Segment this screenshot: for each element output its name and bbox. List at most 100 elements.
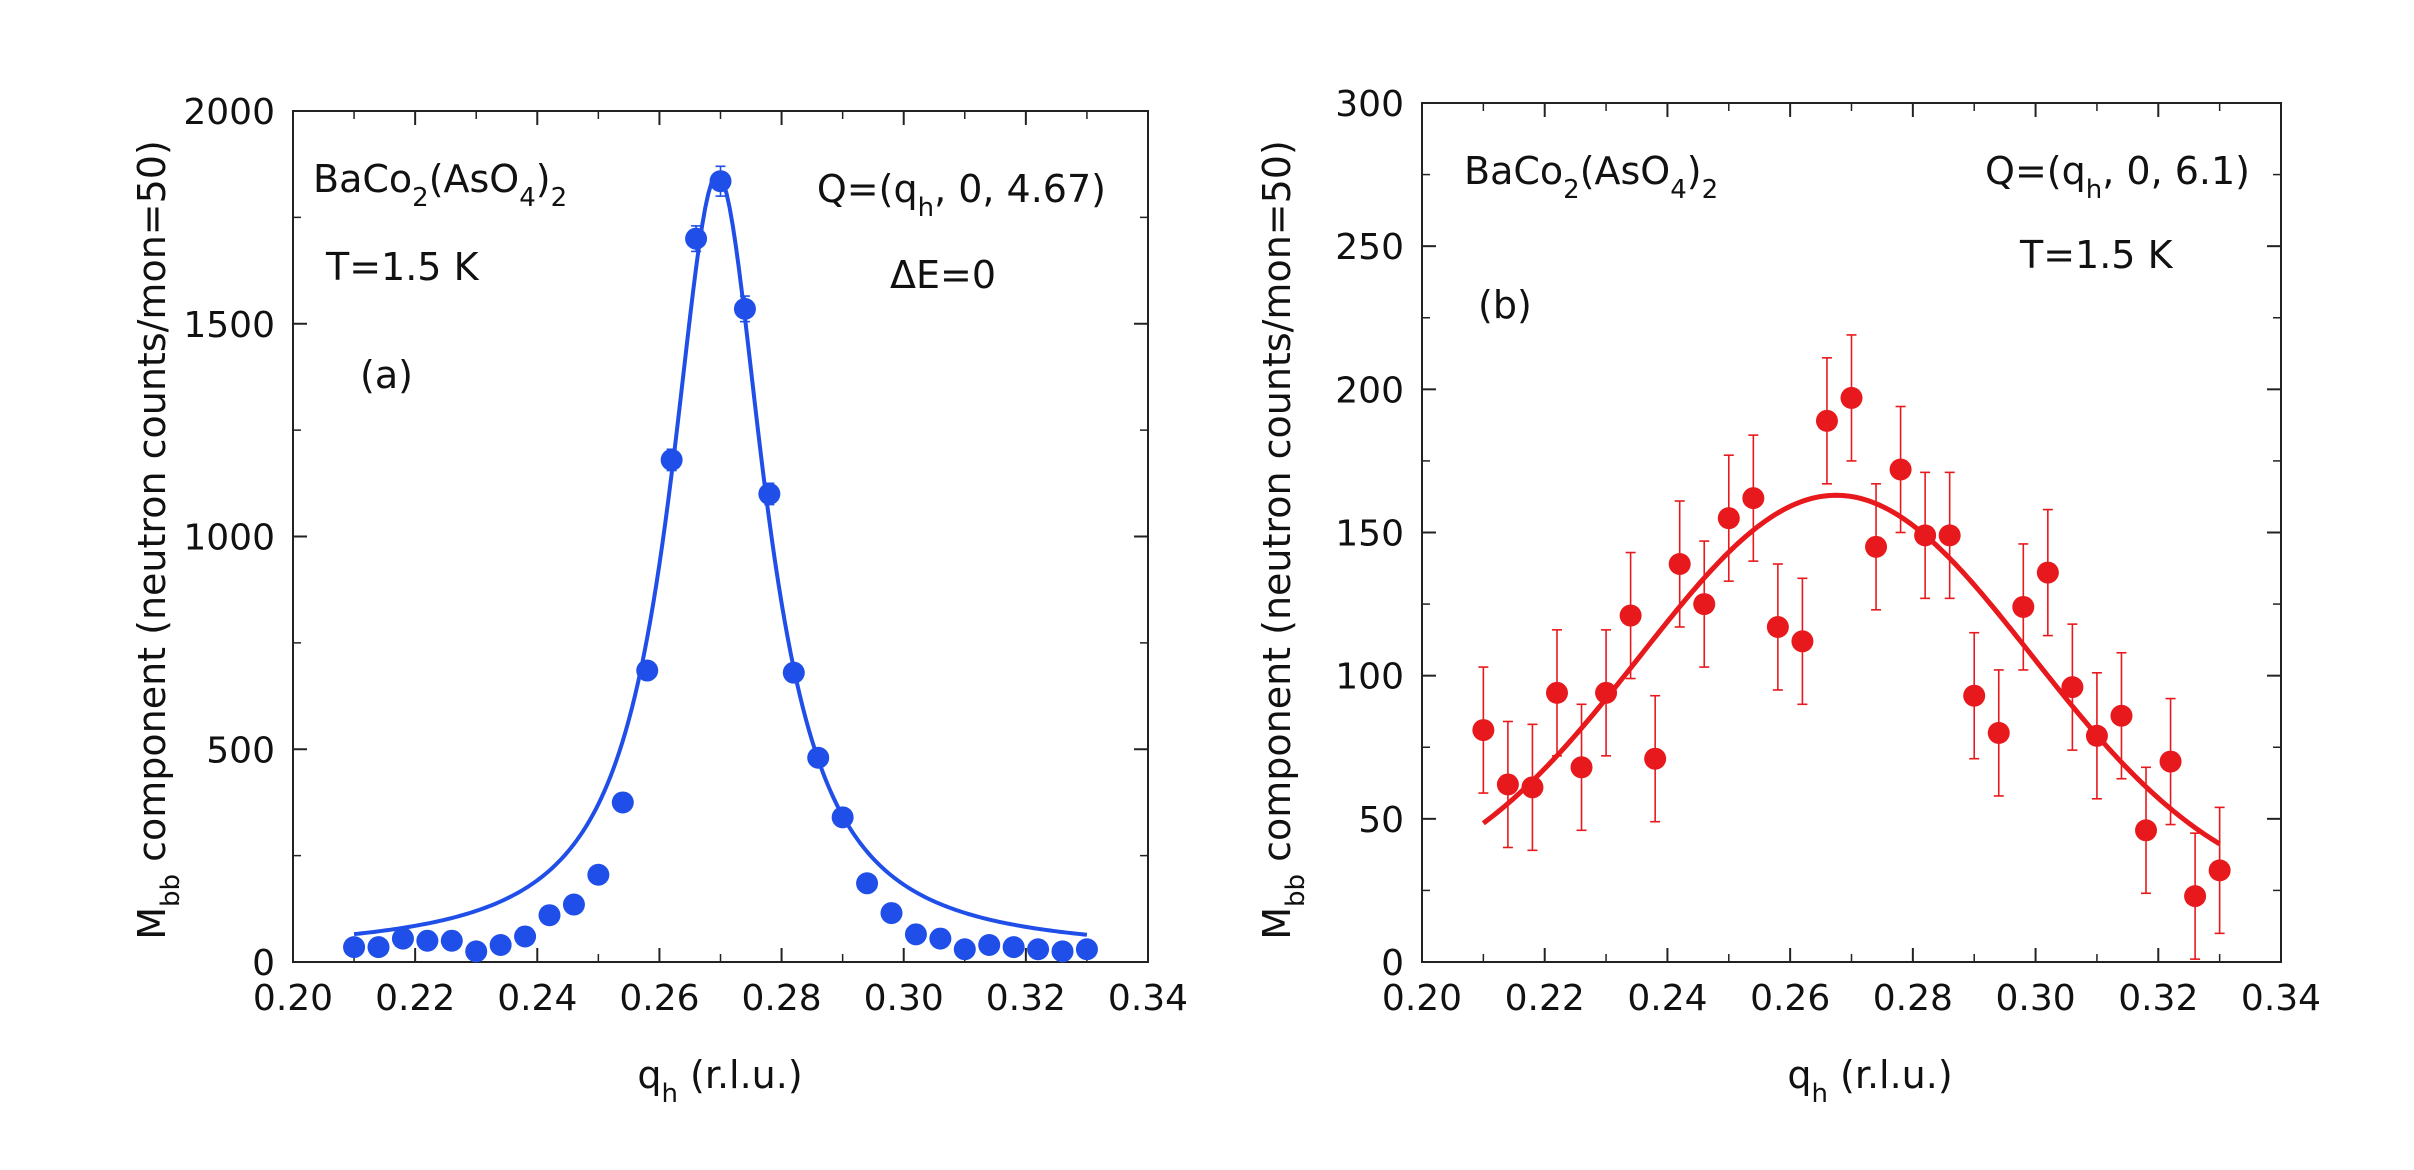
panel-a-marker xyxy=(831,806,854,829)
panel-b-marker xyxy=(1644,747,1667,770)
panel-a-marker xyxy=(391,927,414,950)
panel-b-marker xyxy=(2061,676,2084,699)
panel-a: 0.20 0.22 0.24 0.26 0.28 0.30 0.32 0.34 0 500 100… xyxy=(130,92,1188,1109)
panel-a-marker xyxy=(611,791,634,814)
panel-b-data-point xyxy=(1496,720,1519,849)
panel-b-marker xyxy=(1987,721,2010,744)
panel-a-data-point xyxy=(440,929,463,952)
panel-b-marker xyxy=(1742,487,1765,510)
panel-a-data-point xyxy=(758,482,781,506)
panel-b-data-point xyxy=(1545,629,1568,757)
panel-a-marker xyxy=(660,448,683,471)
panel-a-data-point xyxy=(685,225,708,253)
panel-a-data-point xyxy=(782,661,805,684)
panel-b-data-point xyxy=(2061,623,2084,751)
panel-b-data-point xyxy=(1693,540,1716,668)
panel-b-q-vector-label: Q=(qh, 0, 6.1) xyxy=(1985,149,2250,205)
panel-a-y-axis-title: Mbb component (neutron counts/mon=50) xyxy=(130,140,186,940)
panel-a-panel-label: (a) xyxy=(360,353,413,397)
panel-b-data-point xyxy=(1668,500,1691,628)
panel-a-y-tick-label: 500 xyxy=(206,730,275,771)
panel-a-marker xyxy=(636,659,659,682)
panel-a-x-tick-label: 0.24 xyxy=(497,978,577,1019)
panel-b-data-point xyxy=(2036,508,2059,637)
panel-b-data-point xyxy=(1914,471,1937,600)
panel-a-data-point xyxy=(391,927,414,950)
panel-a-data-point xyxy=(367,936,390,959)
panel-a-x-tick-labels: 0.20 0.22 0.24 0.26 0.28 0.30 0.32 0.34 xyxy=(253,978,1188,1019)
panel-a-x-tick-label: 0.26 xyxy=(619,978,699,1019)
panel-a-data-point xyxy=(660,448,683,472)
panel-a-x-tick-label: 0.28 xyxy=(741,978,821,1019)
panel-b-x-tick-label: 0.24 xyxy=(1627,978,1707,1019)
panel-b-marker xyxy=(2085,724,2108,747)
panel-a-data-point xyxy=(953,938,976,961)
panel-b-data-point xyxy=(1889,405,1912,534)
panel-a-data-point xyxy=(709,165,732,197)
panel-a-data-point xyxy=(489,933,512,956)
panel-b-data-point xyxy=(1619,551,1642,680)
panel-b-x-tick-labels: 0.20 0.22 0.24 0.26 0.28 0.30 0.32 0.34 xyxy=(1382,978,2321,1019)
panel-b-marker xyxy=(1570,756,1593,779)
panel-a-data-point xyxy=(880,902,903,925)
panel-a-data-point xyxy=(562,893,585,916)
panel-a-y-tick-labels: 0 500 1000 1500 2000 xyxy=(183,92,275,984)
panel-b-x-tick-label: 0.34 xyxy=(2241,978,2321,1019)
panel-a-marker xyxy=(562,893,585,916)
panel-a-data-point xyxy=(636,659,659,682)
panel-a-x-tick-label: 0.30 xyxy=(864,978,944,1019)
panel-b-data-point xyxy=(1521,723,1544,852)
panel-b-points-layer xyxy=(1472,334,2231,960)
panel-b-y-tick-label: 50 xyxy=(1358,800,1404,841)
panel-a-marker xyxy=(856,872,879,895)
panel-a-marker xyxy=(709,170,732,193)
panel-b-marker xyxy=(1865,535,1888,558)
panel-a-marker xyxy=(465,940,488,963)
panel-a-y-tick-label: 1500 xyxy=(183,305,275,346)
panel-a-marker xyxy=(440,929,463,952)
panel-b-marker xyxy=(1717,507,1740,530)
panel-b-marker xyxy=(1668,552,1691,575)
panel-a-data-point xyxy=(856,872,879,895)
panel-b-x-tick-label: 0.26 xyxy=(1750,978,1830,1019)
panel-b: 0.20 0.22 0.24 0.26 0.28 0.30 0.32 0.34 0 50 100 1… xyxy=(1255,84,2321,1109)
panel-b-marker xyxy=(1938,524,1961,547)
panel-b-marker xyxy=(1693,593,1716,616)
panel-b-x-tick-label: 0.22 xyxy=(1505,978,1585,1019)
panel-b-marker xyxy=(2110,704,2133,727)
panel-a-data-point xyxy=(807,746,830,769)
panel-b-data-point xyxy=(1938,471,1961,600)
panel-a-y-tick-label: 2000 xyxy=(183,92,275,133)
panel-a-data-point xyxy=(611,791,634,814)
panel-a-marker xyxy=(587,863,610,886)
panel-a-marker xyxy=(343,936,366,959)
panel-a-y-tick-label: 1000 xyxy=(183,518,275,559)
panel-b-data-point xyxy=(1644,694,1667,823)
panel-b-marker xyxy=(1545,681,1568,704)
panel-a-data-point xyxy=(1051,940,1074,963)
panel-b-data-point xyxy=(2159,697,2182,826)
panel-a-marker xyxy=(367,936,390,959)
panel-a-marker xyxy=(880,902,903,925)
panel-b-fit-layer xyxy=(1481,492,2221,847)
panel-b-data-point xyxy=(1570,703,1593,832)
panel-b-marker xyxy=(2036,561,2059,584)
panel-a-marker xyxy=(758,482,781,505)
panel-b-marker xyxy=(1619,604,1642,627)
panel-a-marker xyxy=(929,927,952,950)
panel-a-x-tick-label: 0.20 xyxy=(253,978,333,1019)
panel-b-data-point xyxy=(1963,631,1986,760)
panel-a-marker xyxy=(733,297,756,320)
panel-a-energy-label: ΔE=0 xyxy=(890,253,996,297)
panel-b-marker xyxy=(1595,681,1618,704)
panel-b-marker xyxy=(2184,885,2207,908)
panel-b-data-point xyxy=(1717,454,1740,582)
panel-b-y-tick-labels: 0 50 100 150 200 250 300 xyxy=(1335,84,1404,984)
panel-b-marker xyxy=(1521,776,1544,799)
panel-b-marker xyxy=(1889,458,1912,481)
panel-a-data-point xyxy=(416,929,439,952)
panel-b-data-point xyxy=(2135,766,2158,895)
panel-a-data-point xyxy=(587,863,610,886)
panel-a-points-layer xyxy=(343,165,1098,963)
panel-a-marker xyxy=(538,904,561,927)
